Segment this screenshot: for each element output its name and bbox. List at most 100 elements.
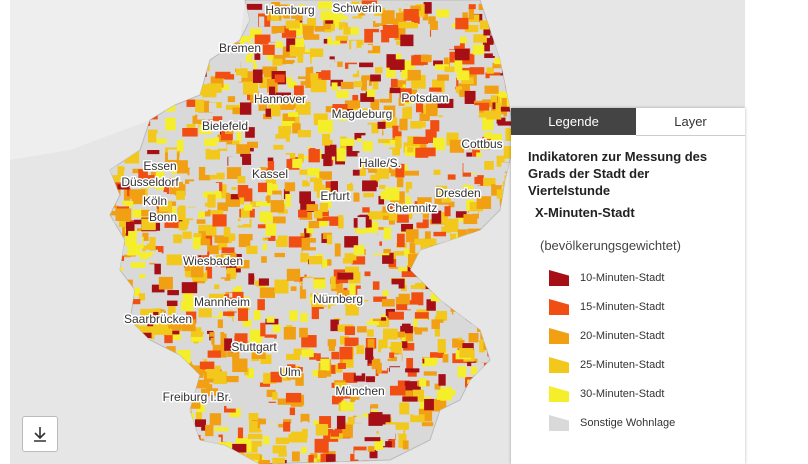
district [152, 254, 166, 259]
district [206, 368, 220, 379]
district [307, 18, 317, 31]
district [259, 211, 273, 222]
district [167, 149, 177, 160]
district [490, 95, 498, 103]
district [402, 60, 416, 69]
district [254, 52, 261, 60]
district [500, 106, 513, 112]
district [236, 68, 248, 78]
district [329, 364, 336, 374]
district [298, 233, 305, 238]
district [454, 58, 463, 73]
district [368, 308, 382, 319]
map: Hamburg Schwerin Bremen Hannover Magdeburg Po… [10, 0, 745, 464]
district [435, 185, 448, 196]
district [373, 296, 387, 302]
district [232, 291, 244, 303]
district [448, 212, 462, 222]
district [317, 171, 332, 180]
district [245, 233, 261, 245]
district [485, 72, 501, 79]
district [457, 70, 470, 81]
district [225, 197, 240, 207]
district [405, 277, 415, 286]
district [431, 319, 444, 329]
district [377, 396, 393, 401]
city-label: Halle/S. [359, 156, 401, 170]
city-label: Ulm [279, 365, 300, 379]
city-label: Saarbrücken [124, 312, 192, 326]
district [408, 292, 424, 306]
district [466, 152, 473, 157]
district [470, 105, 480, 115]
district [424, 398, 434, 411]
district [489, 75, 505, 88]
district [188, 109, 202, 116]
city-label: Kassel [252, 167, 288, 181]
district [214, 284, 220, 290]
district [393, 422, 409, 430]
district [367, 329, 374, 337]
district [364, 162, 372, 170]
district [499, 133, 508, 142]
district [183, 255, 199, 268]
district [287, 375, 303, 380]
district [180, 122, 192, 131]
download-button[interactable] [22, 416, 58, 452]
district [330, 276, 336, 289]
legend-title: Indikatoren zur Messung des Grads der St… [528, 149, 708, 198]
district [352, 142, 363, 152]
city-label: Bremen [219, 41, 261, 55]
district [298, 153, 304, 163]
district [473, 34, 487, 43]
district [237, 176, 246, 184]
district [413, 324, 428, 332]
tab[interactable]: Layer [636, 108, 745, 136]
district [198, 231, 206, 239]
district [281, 30, 297, 38]
district [272, 219, 285, 230]
city-label: Chemnitz [387, 201, 438, 215]
district [382, 424, 396, 431]
city-label: Potsdam [401, 91, 448, 105]
district [496, 117, 506, 124]
district [422, 238, 437, 248]
district [409, 242, 416, 254]
download-icon [34, 427, 46, 442]
district [369, 449, 378, 459]
district [363, 312, 370, 322]
district [217, 142, 227, 149]
district [249, 48, 255, 63]
district [153, 311, 159, 318]
district [272, 324, 281, 333]
district [342, 424, 353, 438]
district [381, 357, 388, 371]
tab[interactable]: Legende [511, 108, 636, 135]
district [191, 336, 207, 342]
district [234, 333, 248, 348]
district [310, 100, 321, 105]
city-label: Stuttgart [231, 340, 277, 354]
district [284, 182, 296, 192]
district [251, 346, 266, 359]
district [326, 454, 339, 464]
city-label: Schwerin [332, 1, 381, 15]
district [405, 177, 417, 183]
district [147, 129, 158, 143]
district [247, 440, 262, 453]
district [492, 62, 501, 69]
district [420, 200, 430, 213]
district [449, 139, 465, 153]
city-label: Magdeburg [332, 107, 393, 121]
district [419, 378, 427, 387]
district [459, 348, 474, 358]
district [283, 421, 291, 432]
district [377, 111, 385, 116]
district [365, 347, 374, 360]
district [437, 74, 449, 81]
district [319, 216, 328, 227]
district [154, 263, 161, 275]
district [184, 265, 191, 271]
district [322, 191, 333, 198]
district [208, 394, 221, 409]
